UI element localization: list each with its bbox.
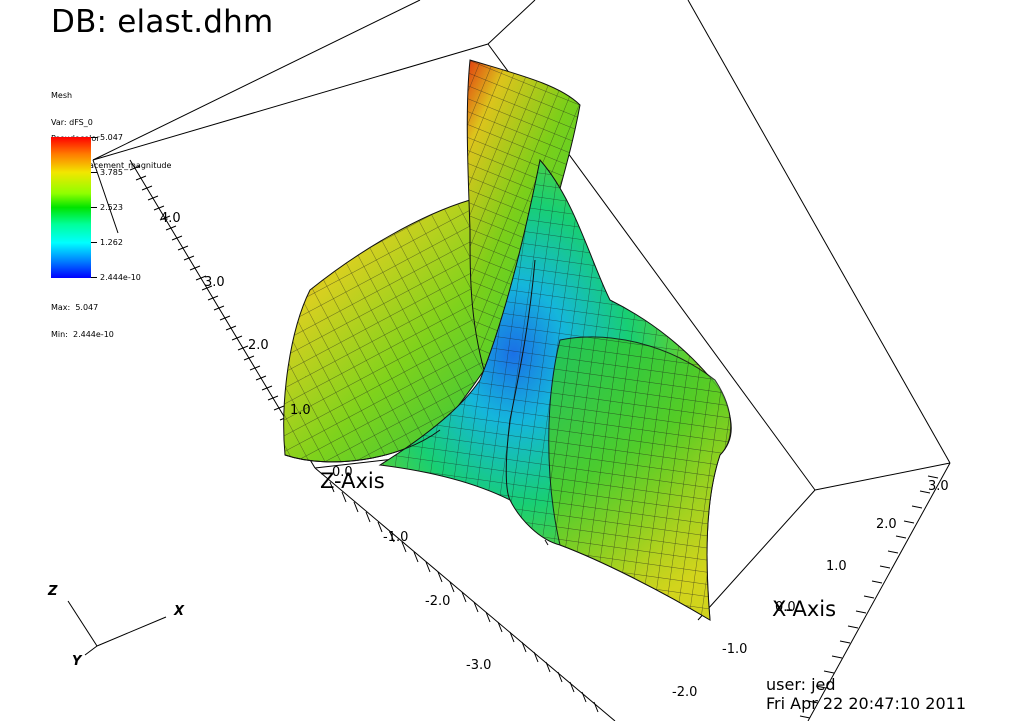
database-title: DB: elast.dhm [51, 4, 274, 40]
colorbar-tick [91, 277, 97, 278]
mesh-legend: Mesh Var: dFS_0 [51, 73, 93, 136]
footer-date: Fri Apr 22 20:47:10 2011 [766, 694, 967, 713]
colorbar-tick [91, 207, 97, 208]
y-tick-label: -1.0 [383, 530, 408, 545]
x-tick-label: 1.0 [826, 559, 847, 574]
colorbar-label-min: 2.444e-10 [100, 273, 141, 282]
mesh-surface [283, 59, 732, 621]
x-tick-label: 2.0 [876, 517, 897, 532]
colorbar-tick [91, 172, 97, 173]
colorbar [51, 137, 91, 278]
colorbar-label-max: 5.047 [100, 133, 123, 142]
colorbar-label: 2.523 [100, 203, 123, 212]
orientation-triad [67, 600, 167, 656]
colorbar-label: 1.262 [100, 238, 123, 247]
triad-z-label: Z [47, 584, 58, 599]
max-readout: Max: 5.047 [51, 303, 99, 312]
colorbar-tick [91, 242, 97, 243]
footer-user: user: jed [766, 675, 836, 694]
z-tick-label: 3.0 [204, 275, 225, 290]
y-tick-label: -2.0 [425, 594, 450, 609]
triad-x-label: X [173, 604, 185, 619]
range-readout: Max: 5.047 Min: 2.444e-10 [51, 285, 114, 348]
colorbar-tick [91, 137, 97, 138]
footer-info: user: jed Fri Apr 22 20:47:10 2011 [766, 675, 966, 713]
mesh-legend-var: Var: dFS_0 [51, 118, 93, 127]
z-tick-label: 1.0 [290, 403, 311, 418]
z-axis-label: Z-Axis [320, 469, 385, 493]
z-axis-ticks [129, 165, 291, 421]
x-tick-label: 3.0 [928, 479, 949, 494]
triad-y-label: Y [72, 654, 83, 669]
x-axis-label: X-Axis [772, 597, 836, 621]
min-readout: Min: 2.444e-10 [51, 330, 114, 339]
z-tick-label: 0.0 [332, 465, 353, 480]
x-tick-label: -2.0 [672, 685, 697, 700]
x-tick-label: 0.0 [775, 600, 796, 615]
y-tick-label: -3.0 [466, 658, 491, 673]
y-axis-ticks [329, 481, 599, 713]
z-tick-label: 2.0 [248, 338, 269, 353]
mesh-legend-heading: Mesh [51, 91, 73, 100]
z-tick-label: 4.0 [160, 211, 181, 226]
x-tick-label: -1.0 [722, 642, 747, 657]
colorbar-label: 3.785 [100, 168, 123, 177]
x-axis-ticks [799, 475, 939, 719]
